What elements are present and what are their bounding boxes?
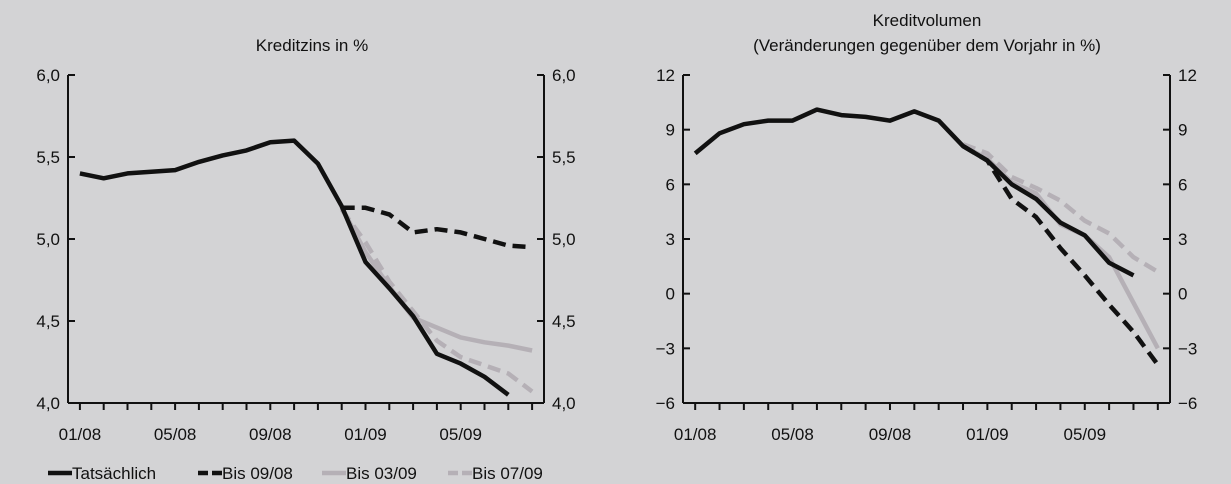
- y-tick-label-right: 6: [1178, 175, 1187, 194]
- y-tick-label-left: 12: [656, 66, 675, 85]
- y-tick-label-right: 9: [1178, 121, 1187, 140]
- series-line-bis-09-08: [961, 144, 1160, 367]
- x-tick-label: 01/09: [344, 425, 387, 444]
- x-tick-label: 01/08: [59, 425, 102, 444]
- x-tick-label: 05/09: [1064, 425, 1107, 444]
- panel-kreditzins: Kreditzins in % 4,0 4,0 4,5 4,5 5,0 5,0 5,5 5,5 6…: [36, 36, 575, 444]
- y-tick-label-left: −6: [656, 394, 675, 413]
- y-tick-label-left: 5,0: [36, 230, 60, 249]
- y-tick-label-left: 5,5: [36, 148, 60, 167]
- legend-label: Bis 03/09: [346, 464, 417, 483]
- y-tick-label-right: 4,0: [552, 394, 576, 413]
- chart-title-line: Kreditvolumen: [873, 11, 982, 30]
- series-line-tats-chlich: [693, 107, 1135, 278]
- x-tick-label: 09/08: [249, 425, 292, 444]
- y-tick-label-left: 4,0: [36, 394, 60, 413]
- x-tick-label: 05/08: [154, 425, 197, 444]
- y-tick-label-left: 6: [666, 175, 675, 194]
- series-line-tats-chlich: [79, 138, 510, 397]
- chart-title-line: Kreditzins in %: [256, 36, 368, 55]
- x-tick-label: 05/09: [439, 425, 482, 444]
- y-tick-label-left: 3: [666, 230, 675, 249]
- y-tick-label-right: 5,0: [552, 230, 576, 249]
- y-tick-label-right: 5,5: [552, 148, 576, 167]
- series-line-bis-03-09: [339, 206, 533, 353]
- y-tick-label-right: −3: [1178, 339, 1197, 358]
- y-tick-label-left: 9: [666, 121, 675, 140]
- legend: Tatsächlich Bis 09/08 Bis 03/09 Bis 07/09: [48, 464, 543, 483]
- y-tick-label-right: 4,5: [552, 312, 576, 331]
- y-tick-label-left: −3: [656, 339, 675, 358]
- panel-kreditvolumen: Kreditvolumen (Veränderungen gegenüber de…: [656, 11, 1198, 444]
- y-tick-label-right: −6: [1178, 394, 1197, 413]
- series-line-bis-09-08: [341, 205, 533, 250]
- y-tick-label-left: 0: [666, 285, 675, 304]
- x-tick-label: 01/08: [674, 425, 717, 444]
- y-tick-label-left: 4,5: [36, 312, 60, 331]
- x-tick-label: 05/08: [771, 425, 814, 444]
- y-tick-label-left: 6,0: [36, 66, 60, 85]
- legend-label: Bis 07/09: [472, 464, 543, 483]
- y-tick-label-right: 0: [1178, 285, 1187, 304]
- y-tick-label-right: 12: [1178, 66, 1197, 85]
- legend-label: Tatsächlich: [72, 464, 156, 483]
- y-tick-label-right: 3: [1178, 230, 1187, 249]
- x-tick-label: 09/08: [869, 425, 912, 444]
- y-tick-label-right: 6,0: [552, 66, 576, 85]
- series-line-bis-07-09: [339, 208, 534, 394]
- legend-label: Bis 09/08: [222, 464, 293, 483]
- chart-title-line: (Veränderungen gegenüber dem Vorjahr in …: [753, 36, 1101, 55]
- x-tick-label: 01/09: [966, 425, 1009, 444]
